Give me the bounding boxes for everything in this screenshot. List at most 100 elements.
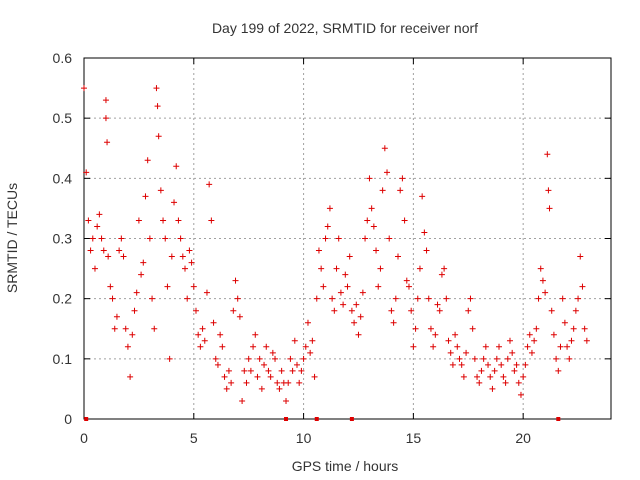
data-point (214, 361, 221, 368)
data-point (124, 343, 131, 350)
data-point (243, 379, 250, 386)
data-point (116, 247, 123, 254)
data-point (318, 265, 325, 272)
data-point (342, 271, 349, 278)
data-point (315, 247, 322, 254)
data-point (452, 331, 459, 338)
data-point (498, 361, 505, 368)
data-point (388, 307, 395, 314)
data-point (223, 385, 230, 392)
x-axis-mark (284, 417, 289, 421)
x-tick-label: 0 (80, 430, 88, 446)
data-point (208, 217, 215, 224)
data-point (228, 379, 235, 386)
data-point (373, 247, 380, 254)
data-point (186, 247, 193, 254)
data-point (111, 325, 118, 332)
y-axis-label: SRMTID / TECUs (4, 183, 20, 293)
data-point (302, 343, 309, 350)
data-point (140, 259, 147, 266)
data-point (535, 295, 542, 302)
data-point (522, 361, 529, 368)
data-point (421, 229, 428, 236)
data-point (449, 361, 456, 368)
data-point (395, 253, 402, 260)
x-axis-marks (84, 417, 561, 421)
data-point (89, 235, 96, 242)
data-point (416, 265, 423, 272)
data-point (173, 163, 180, 170)
data-point (579, 283, 586, 290)
data-point (348, 307, 355, 314)
data-point (460, 373, 467, 380)
data-point (504, 355, 511, 362)
data-point (384, 169, 391, 176)
data-point (520, 373, 527, 380)
x-axis-mark (84, 417, 89, 421)
x-axis-mark (314, 417, 319, 421)
data-point (107, 283, 114, 290)
data-point (83, 169, 90, 176)
data-point (261, 361, 268, 368)
data-point (401, 217, 408, 224)
data-point (485, 361, 492, 368)
data-point (201, 337, 208, 344)
x-axis-mark (556, 417, 561, 421)
data-point (160, 217, 167, 224)
data-point (467, 295, 474, 302)
data-points (81, 85, 590, 404)
data-point (425, 295, 432, 302)
data-point (168, 253, 175, 260)
data-point (515, 379, 522, 386)
data-point (96, 211, 103, 218)
data-point (357, 313, 364, 320)
y-tick-label: 0.5 (53, 110, 73, 126)
data-point (234, 295, 241, 302)
data-point (197, 343, 204, 350)
data-point (524, 343, 531, 350)
data-point (289, 367, 296, 374)
data-point (263, 343, 270, 350)
data-point (87, 247, 94, 254)
data-point (353, 301, 360, 308)
data-point (138, 271, 145, 278)
data-point (379, 187, 386, 194)
data-point (537, 265, 544, 272)
x-tick-label: 5 (190, 430, 198, 446)
data-point (118, 235, 125, 242)
data-point (250, 343, 257, 350)
data-point (496, 343, 503, 350)
data-point (91, 265, 98, 272)
data-point (511, 367, 518, 374)
data-point (285, 379, 292, 386)
data-point (359, 289, 366, 296)
data-point (482, 343, 489, 350)
data-point (326, 205, 333, 212)
data-point (351, 319, 358, 326)
data-point (568, 337, 575, 344)
data-point (390, 319, 397, 326)
data-point (513, 361, 520, 368)
x-axis-mark (349, 417, 354, 421)
data-point (533, 325, 540, 332)
data-point (254, 373, 261, 380)
data-point (471, 355, 478, 362)
data-point (184, 295, 191, 302)
data-point (177, 235, 184, 242)
data-point (272, 355, 279, 362)
data-point (212, 355, 219, 362)
data-point (355, 331, 362, 338)
data-point (386, 235, 393, 242)
data-point (166, 355, 173, 362)
data-point (199, 325, 206, 332)
data-point (322, 235, 329, 242)
data-point (182, 265, 189, 272)
data-point (539, 277, 546, 284)
data-point (340, 301, 347, 308)
data-point (583, 337, 590, 344)
data-point (581, 325, 588, 332)
data-point (307, 349, 314, 356)
data-point (105, 253, 112, 260)
data-point (247, 367, 254, 374)
data-point (154, 103, 161, 110)
